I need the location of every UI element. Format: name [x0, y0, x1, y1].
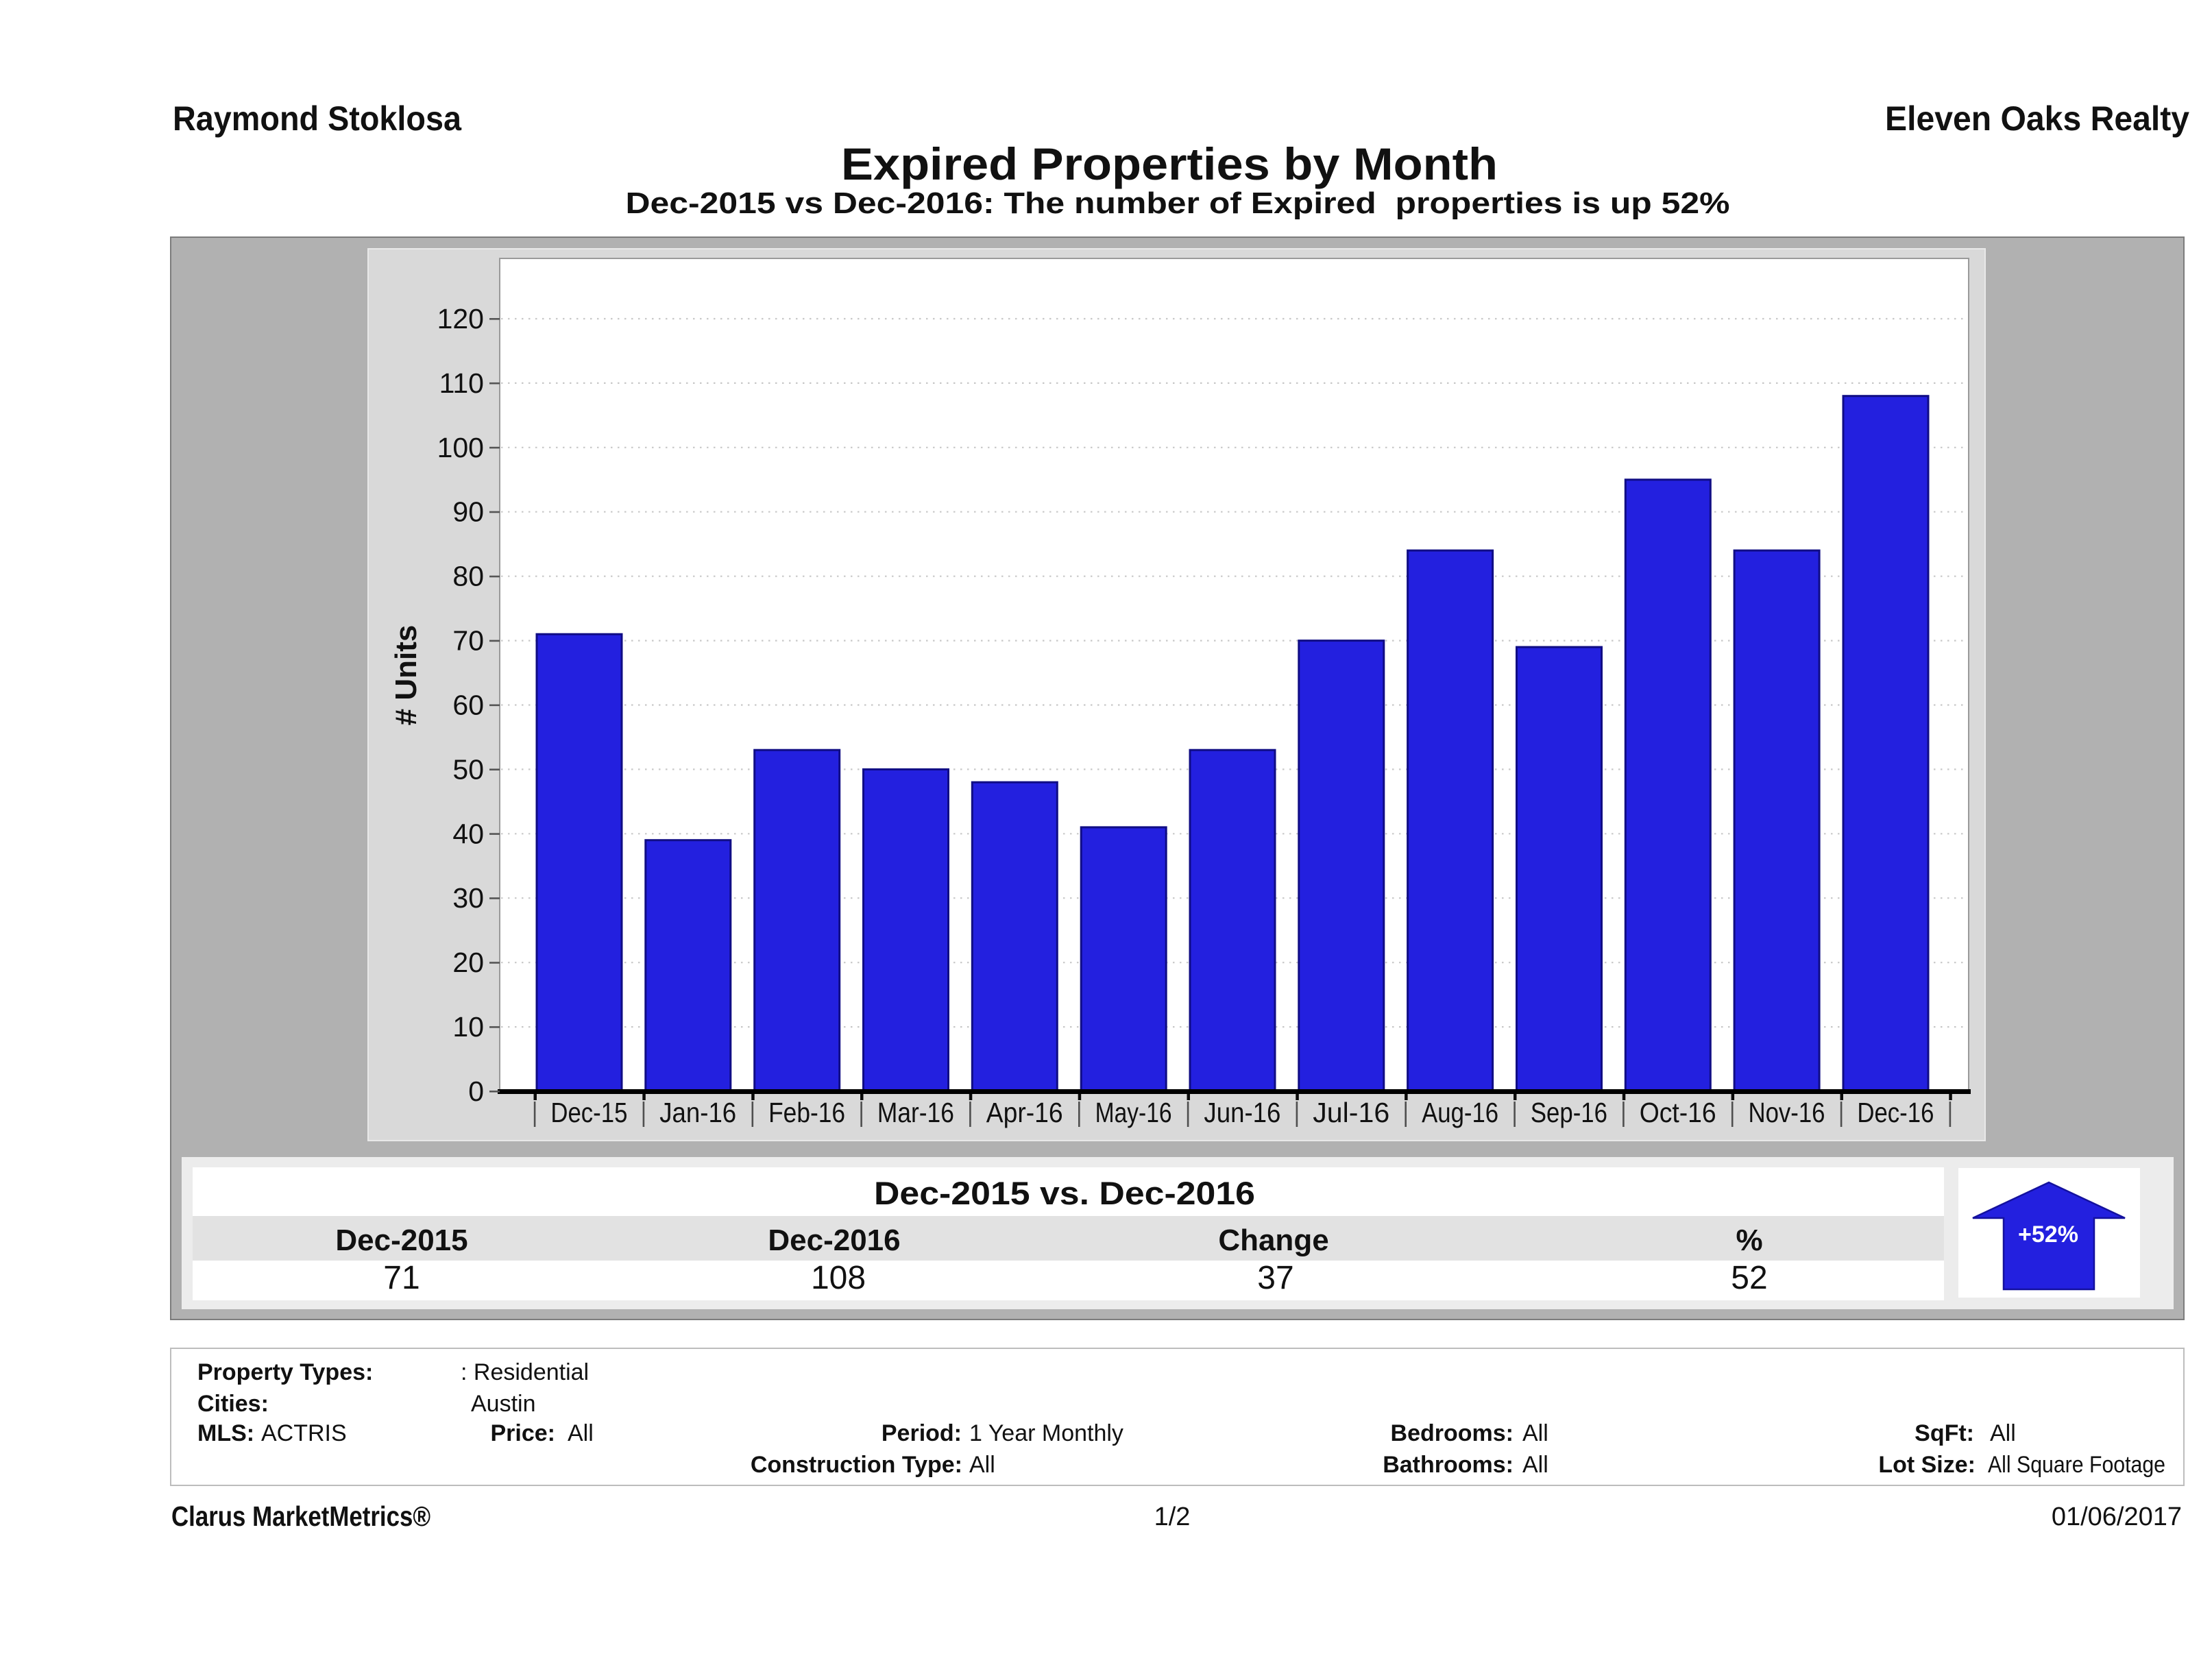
svg-text:MLS:: MLS:	[197, 1420, 254, 1446]
svg-text:All: All	[969, 1452, 995, 1478]
svg-text:Bedrooms:: Bedrooms:	[1391, 1420, 1514, 1446]
svg-text:1 Year Monthly: 1 Year Monthly	[969, 1420, 1123, 1446]
svg-text:108: 108	[811, 1260, 866, 1296]
svg-text:Lot Size:: Lot Size:	[1878, 1452, 1976, 1478]
svg-text:01/06/2017: 01/06/2017	[2052, 1503, 2182, 1531]
svg-text:50: 50	[452, 753, 484, 785]
svg-text:60: 60	[452, 690, 484, 721]
svg-text:Aug-16: Aug-16	[1422, 1097, 1498, 1128]
svg-text:100: 100	[437, 432, 484, 463]
svg-text:Raymond Stoklosa: Raymond Stoklosa	[173, 99, 462, 138]
svg-text:: Residential: : Residential	[461, 1359, 589, 1385]
svg-text:80: 80	[452, 561, 484, 592]
svg-text:All: All	[1990, 1420, 2016, 1446]
svg-text:0: 0	[468, 1075, 484, 1107]
svg-text:SqFt:: SqFt:	[1915, 1420, 1974, 1446]
svg-text:10: 10	[452, 1011, 484, 1043]
svg-text:All: All	[1522, 1420, 1548, 1446]
svg-text:Price:: Price:	[491, 1420, 556, 1446]
svg-text:120: 120	[437, 303, 484, 335]
svg-text:20: 20	[452, 947, 484, 978]
svg-text:Jun-16: Jun-16	[1204, 1097, 1280, 1128]
svg-text:110: 110	[439, 367, 484, 399]
svg-text:Dec-16: Dec-16	[1857, 1097, 1934, 1128]
svg-text:Oct-16: Oct-16	[1640, 1097, 1716, 1128]
svg-text:Jul-16: Jul-16	[1313, 1097, 1389, 1128]
svg-text:All: All	[1522, 1452, 1548, 1478]
svg-text:Dec-2016: Dec-2016	[768, 1224, 900, 1257]
svg-text:Construction Type:: Construction Type:	[751, 1452, 962, 1478]
svg-text:Mar-16: Mar-16	[877, 1097, 954, 1128]
svg-text:1/2: 1/2	[1154, 1503, 1191, 1531]
svg-text:%: %	[1736, 1224, 1762, 1257]
svg-text:Dec-15: Dec-15	[550, 1097, 627, 1128]
svg-text:Dec-2015: Dec-2015	[335, 1224, 467, 1257]
svg-text:Change: Change	[1218, 1224, 1328, 1257]
svg-text:Clarus MarketMetrics®: Clarus MarketMetrics®	[171, 1500, 430, 1532]
svg-text:90: 90	[452, 496, 484, 528]
svg-text:Property Types:: Property Types:	[197, 1359, 373, 1385]
svg-text:Austin: Austin	[471, 1391, 536, 1417]
svg-text:37: 37	[1257, 1260, 1293, 1296]
svg-text:Eleven Oaks Realty: Eleven Oaks Realty	[1885, 99, 2189, 138]
svg-text:All Square Footage: All Square Footage	[1988, 1452, 2165, 1478]
svg-text:52: 52	[1731, 1260, 1767, 1296]
svg-text:ACTRIS: ACTRIS	[261, 1420, 347, 1446]
svg-text:Dec-2015 vs Dec-2016: The numb: Dec-2015 vs Dec-2016: The number of Expi…	[626, 186, 1730, 220]
svg-text:Nov-16: Nov-16	[1749, 1097, 1825, 1128]
svg-text:40: 40	[452, 818, 484, 849]
svg-text:Period:: Period:	[882, 1420, 962, 1446]
svg-text:Sep-16: Sep-16	[1531, 1097, 1607, 1128]
svg-text:30: 30	[452, 882, 484, 914]
svg-text:Feb-16: Feb-16	[768, 1097, 845, 1128]
svg-text:71: 71	[383, 1260, 420, 1296]
svg-text:Apr-16: Apr-16	[986, 1097, 1063, 1128]
svg-text:70: 70	[452, 625, 484, 657]
svg-text:Jan-16: Jan-16	[659, 1097, 736, 1128]
svg-text:May-16: May-16	[1095, 1097, 1172, 1128]
svg-text:Dec-2015 vs. Dec-2016: Dec-2015 vs. Dec-2016	[874, 1175, 1255, 1211]
svg-text:Bathrooms:: Bathrooms:	[1383, 1452, 1514, 1478]
svg-text:# Units: # Units	[389, 625, 423, 726]
svg-text:Cities:: Cities:	[197, 1391, 269, 1417]
svg-text:Expired Properties by Month: Expired Properties by Month	[841, 138, 1498, 189]
svg-text:All: All	[568, 1420, 594, 1446]
svg-text:+52%: +52%	[2018, 1221, 2078, 1248]
